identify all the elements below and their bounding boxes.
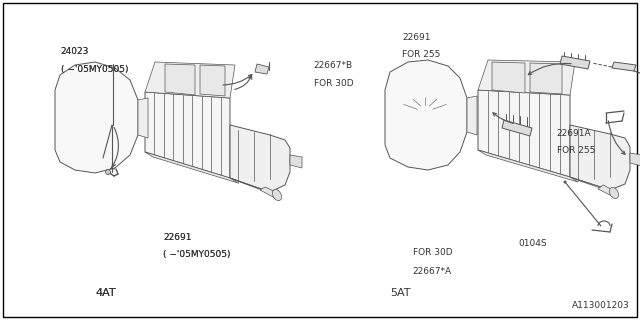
Text: FOR 255: FOR 255 bbox=[557, 146, 595, 155]
Polygon shape bbox=[467, 96, 477, 135]
FancyArrowPatch shape bbox=[112, 127, 118, 167]
Polygon shape bbox=[145, 62, 235, 98]
Text: 22691A: 22691A bbox=[557, 129, 591, 138]
Text: FOR 255: FOR 255 bbox=[402, 50, 440, 59]
Polygon shape bbox=[478, 150, 578, 182]
Ellipse shape bbox=[609, 188, 619, 199]
Polygon shape bbox=[138, 98, 148, 138]
Polygon shape bbox=[530, 63, 562, 94]
Text: FOR 30D: FOR 30D bbox=[314, 79, 353, 88]
Text: A113001203: A113001203 bbox=[572, 301, 630, 310]
FancyArrowPatch shape bbox=[493, 113, 513, 124]
Polygon shape bbox=[165, 64, 195, 95]
Polygon shape bbox=[478, 90, 570, 177]
FancyArrowPatch shape bbox=[223, 75, 252, 85]
FancyArrowPatch shape bbox=[528, 63, 572, 75]
Polygon shape bbox=[230, 125, 290, 192]
Polygon shape bbox=[290, 155, 302, 168]
Circle shape bbox=[106, 170, 111, 174]
Polygon shape bbox=[492, 62, 525, 93]
Polygon shape bbox=[200, 65, 225, 96]
Text: 22691: 22691 bbox=[402, 33, 431, 42]
Text: ( −'05MY0505): ( −'05MY0505) bbox=[61, 65, 128, 74]
Text: 4AT: 4AT bbox=[95, 288, 116, 298]
Circle shape bbox=[563, 180, 566, 183]
Text: ( −'05MY0505): ( −'05MY0505) bbox=[163, 250, 230, 259]
Text: 22667*B: 22667*B bbox=[314, 61, 353, 70]
Text: 4AT: 4AT bbox=[95, 288, 116, 298]
Text: 22691: 22691 bbox=[163, 233, 192, 242]
Polygon shape bbox=[385, 60, 467, 170]
Polygon shape bbox=[570, 177, 618, 194]
Polygon shape bbox=[255, 64, 269, 74]
Polygon shape bbox=[612, 62, 636, 71]
Ellipse shape bbox=[273, 189, 282, 201]
Polygon shape bbox=[560, 56, 590, 69]
FancyArrowPatch shape bbox=[608, 121, 625, 154]
Text: 5AT: 5AT bbox=[390, 288, 410, 298]
Polygon shape bbox=[478, 60, 575, 95]
Polygon shape bbox=[502, 120, 532, 136]
Polygon shape bbox=[598, 185, 617, 196]
Polygon shape bbox=[570, 125, 630, 190]
FancyArrowPatch shape bbox=[235, 76, 252, 89]
Text: FOR 30D: FOR 30D bbox=[413, 248, 452, 257]
Text: ( −'05MY0505): ( −'05MY0505) bbox=[163, 250, 230, 259]
Polygon shape bbox=[230, 178, 278, 196]
Polygon shape bbox=[55, 62, 138, 173]
Text: 22691: 22691 bbox=[163, 233, 192, 242]
Text: 22667*A: 22667*A bbox=[413, 267, 452, 276]
Polygon shape bbox=[630, 153, 640, 166]
Text: ( −'05MY0505): ( −'05MY0505) bbox=[61, 65, 128, 74]
Polygon shape bbox=[145, 92, 230, 178]
Text: 24023: 24023 bbox=[61, 47, 89, 56]
Polygon shape bbox=[145, 152, 238, 183]
Polygon shape bbox=[260, 187, 280, 198]
FancyArrowPatch shape bbox=[111, 165, 115, 169]
Text: 0104S: 0104S bbox=[518, 239, 547, 248]
Text: 24023: 24023 bbox=[61, 47, 89, 56]
